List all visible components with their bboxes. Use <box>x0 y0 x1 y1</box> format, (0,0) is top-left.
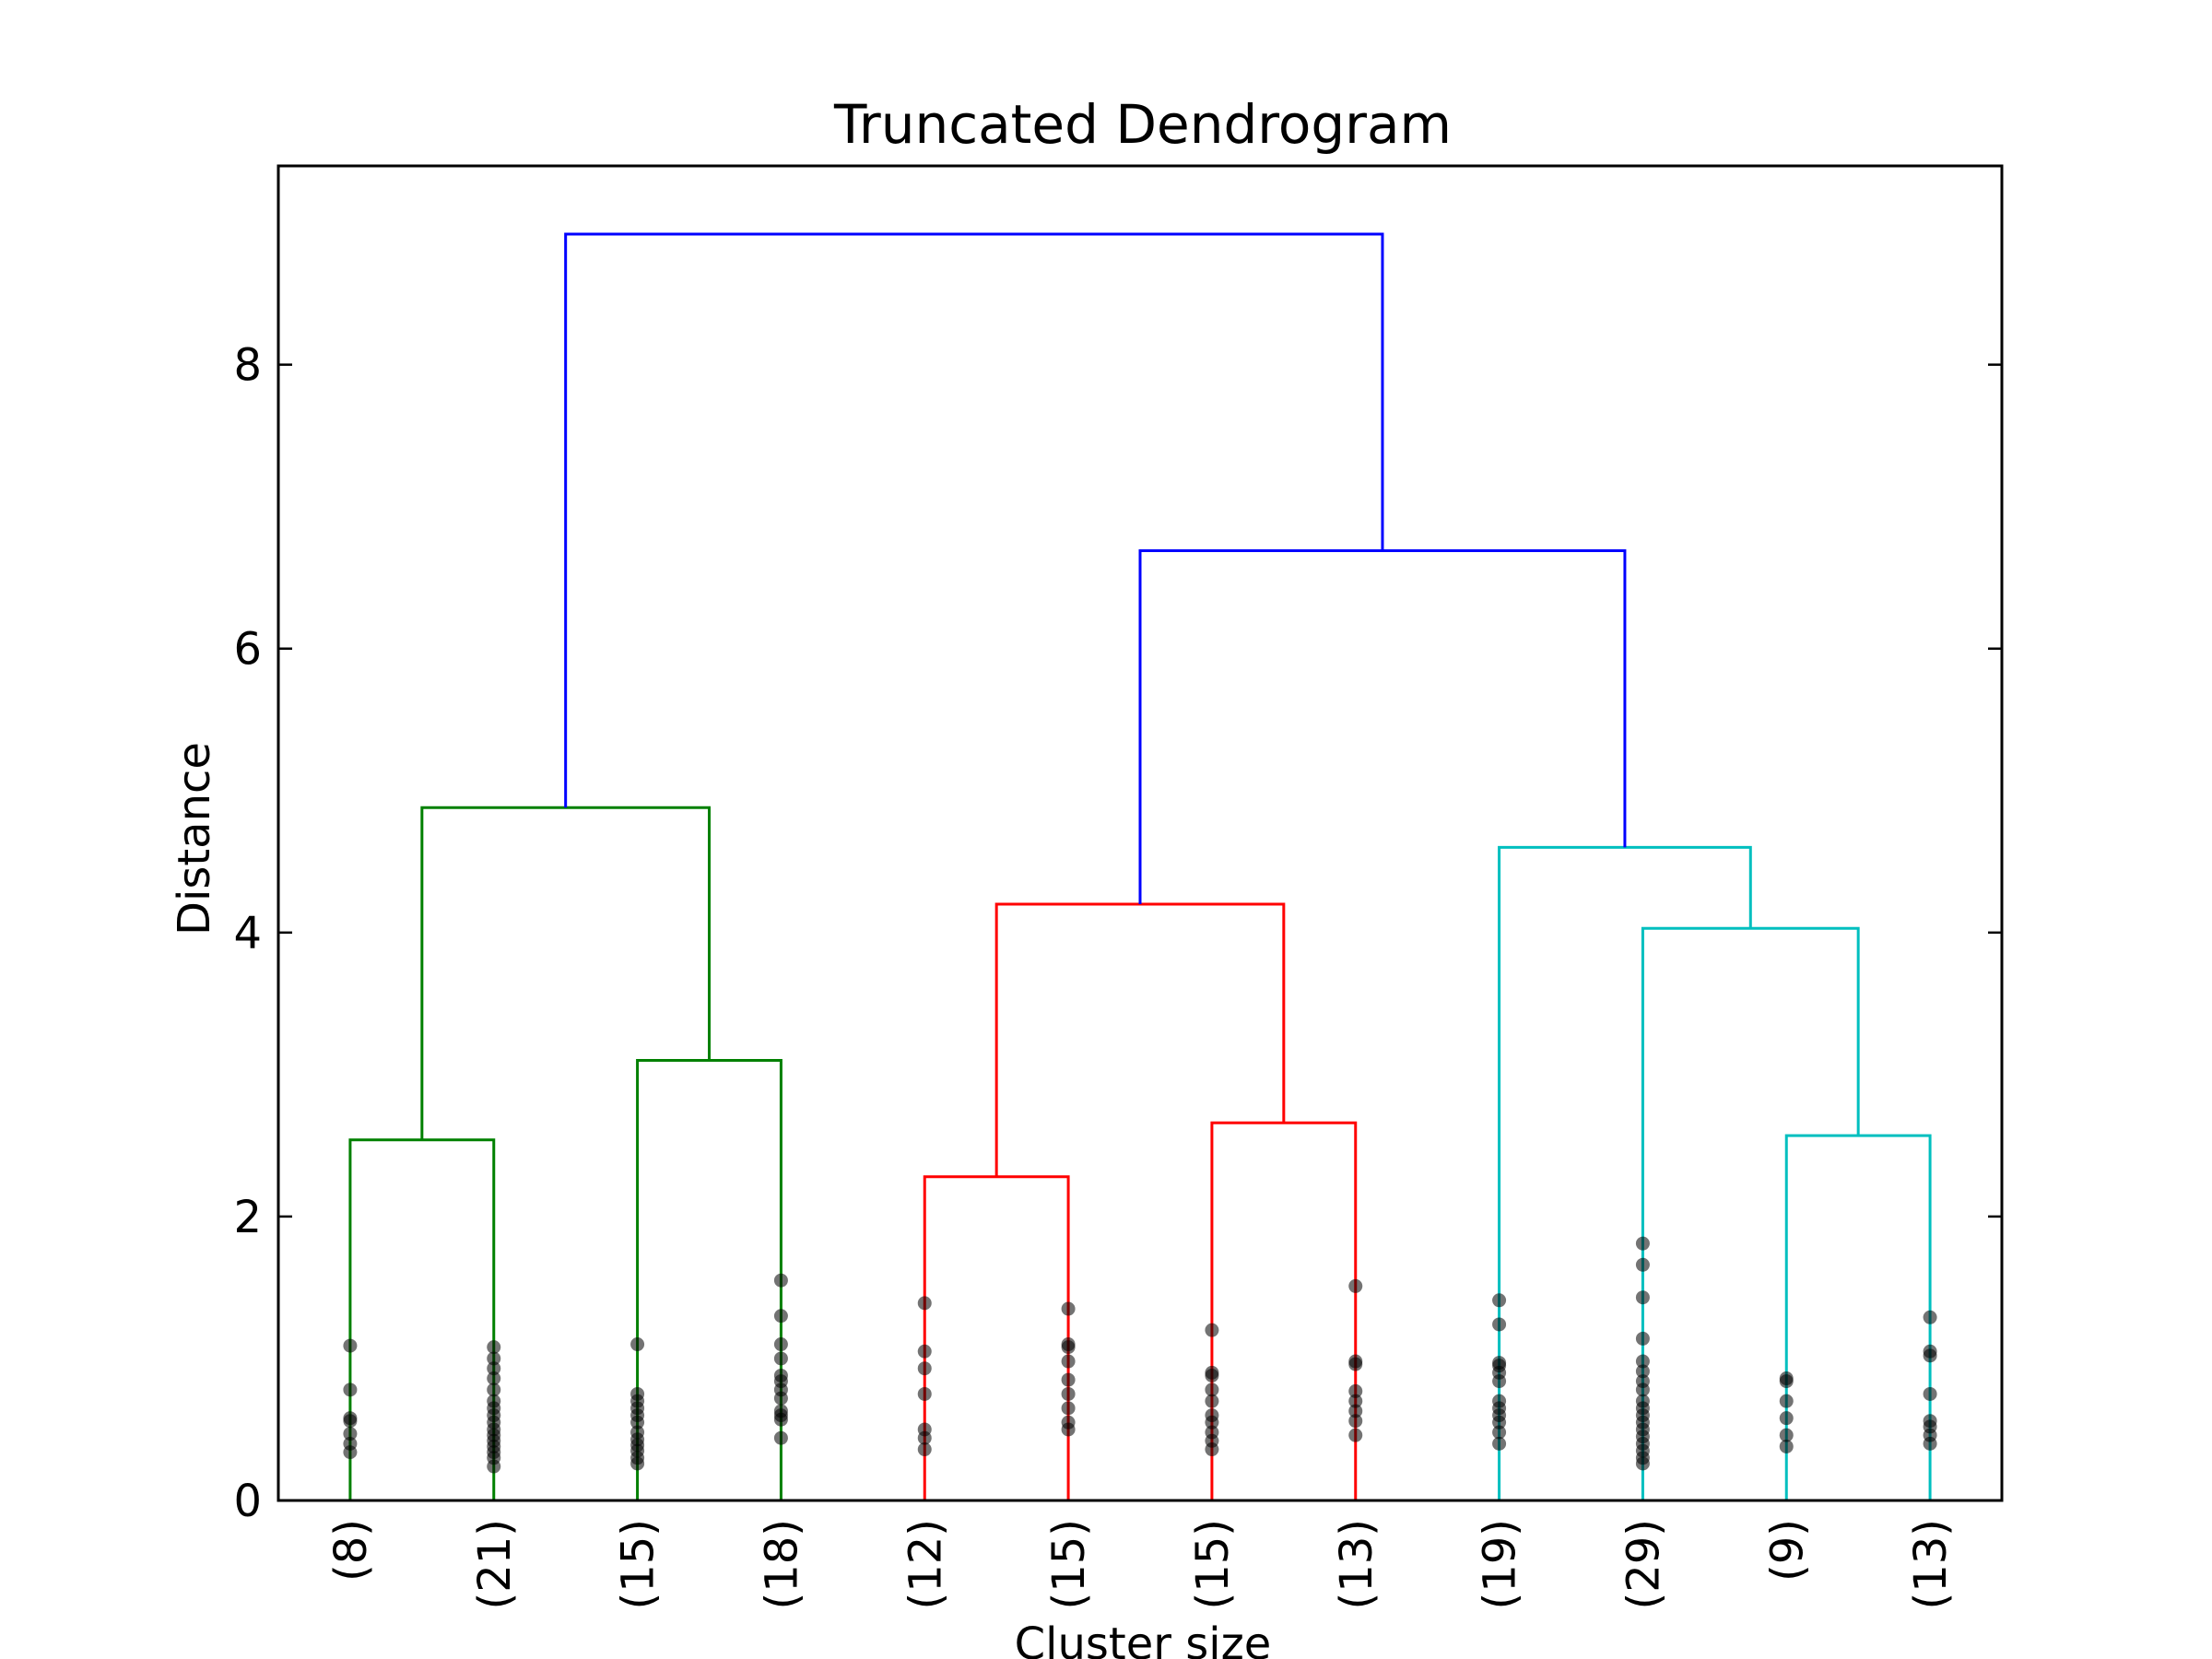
leaf-point <box>487 1340 501 1355</box>
y-tick-label: 2 <box>233 1192 262 1243</box>
x-tick-label: (9) <box>1761 1519 1813 1582</box>
y-tick-label: 8 <box>233 340 262 392</box>
leaf-point <box>1348 1383 1363 1398</box>
leaf-point <box>1492 1317 1507 1332</box>
leaf-point <box>1635 1236 1650 1251</box>
leaf-point <box>630 1425 645 1440</box>
leaf-point <box>487 1351 501 1366</box>
leaf-point <box>917 1386 932 1401</box>
leaf-point <box>1923 1386 1937 1401</box>
leaf-point <box>1348 1404 1363 1418</box>
leaf-point <box>1923 1414 1937 1429</box>
x-tick-label: (19) <box>1475 1519 1526 1610</box>
leaf-point <box>773 1430 788 1445</box>
leaf-point <box>1061 1386 1076 1401</box>
leaf-point <box>487 1382 501 1397</box>
leaf-point <box>1348 1414 1363 1429</box>
leaf-point <box>343 1382 358 1397</box>
leaf-point <box>773 1404 788 1418</box>
leaf-point <box>1779 1439 1794 1453</box>
leaf-point <box>487 1361 501 1376</box>
link-4 <box>1210 1121 1358 1500</box>
leaf-point <box>1348 1394 1363 1408</box>
plot-frame <box>276 164 2004 1502</box>
x-axis-ticks: (8) (21) (15) (18) (12) (15) (15) (13) (19) (29) (… <box>325 1519 1957 1610</box>
leaf-point <box>1492 1356 1507 1371</box>
x-tick-label: (15) <box>1043 1519 1095 1610</box>
leaf-point <box>1205 1323 1219 1337</box>
y-tick-label: 0 <box>233 1476 262 1527</box>
leaf-point <box>343 1427 358 1441</box>
leaf-point <box>343 1338 358 1353</box>
x-tick-label: (8) <box>325 1519 377 1582</box>
leaf-point <box>343 1436 358 1451</box>
leaf-point <box>1205 1382 1219 1397</box>
leaf-point <box>1923 1310 1937 1324</box>
leaf-point <box>1923 1344 1937 1359</box>
leaf-point <box>917 1361 932 1376</box>
dendrogram-links <box>348 232 1932 1500</box>
leaf-point <box>1635 1364 1650 1379</box>
leaf-point <box>1635 1354 1650 1369</box>
leaf-point <box>1492 1394 1507 1408</box>
leaf-point <box>630 1386 645 1401</box>
leaf-point <box>1492 1293 1507 1308</box>
link-10 <box>564 232 1384 808</box>
leaf-point <box>630 1337 645 1352</box>
leaf-points <box>343 1236 1937 1474</box>
leaf-point <box>1779 1394 1794 1408</box>
leaf-point <box>487 1371 501 1386</box>
leaf-point <box>917 1442 932 1457</box>
x-tick-label: (15) <box>613 1519 665 1610</box>
x-tick-label: (21) <box>469 1519 521 1610</box>
leaf-point <box>773 1368 788 1382</box>
leaf-point <box>1635 1257 1650 1272</box>
chart-title: Truncated Dendrogram <box>833 93 1452 156</box>
y-tick-label: 4 <box>233 908 262 959</box>
x-tick-label: (15) <box>1187 1519 1239 1610</box>
leaf-point <box>1205 1365 1219 1380</box>
link-7 <box>1641 926 1860 1500</box>
leaf-point <box>1061 1337 1076 1352</box>
leaf-point <box>1348 1354 1363 1369</box>
leaf-point <box>917 1422 932 1437</box>
leaf-point <box>773 1273 788 1288</box>
leaf-point <box>1205 1408 1219 1423</box>
x-tick-label: (29) <box>1618 1519 1669 1610</box>
leaf-point <box>1635 1374 1650 1389</box>
leaf-point <box>1635 1394 1650 1408</box>
y-tick-label: 6 <box>233 624 262 676</box>
x-tick-label: (18) <box>756 1519 807 1610</box>
leaf-point <box>1779 1371 1794 1386</box>
leaf-point <box>1061 1372 1076 1387</box>
leaf-point <box>1205 1394 1219 1408</box>
leaf-point <box>1061 1354 1076 1369</box>
leaf-point <box>1348 1278 1363 1293</box>
leaf-point <box>773 1351 788 1366</box>
x-axis-label: Cluster size <box>1015 1618 1272 1659</box>
leaf-point <box>1779 1411 1794 1426</box>
y-axis-label: Distance <box>169 742 220 935</box>
leaf-point <box>1635 1331 1650 1346</box>
leaf-point <box>773 1337 788 1352</box>
leaf-point <box>1492 1436 1507 1451</box>
leaf-point <box>1779 1428 1794 1442</box>
leaf-point <box>1061 1401 1076 1416</box>
leaf-point <box>1205 1425 1219 1440</box>
leaf-point <box>343 1411 358 1426</box>
leaf-point <box>917 1296 932 1311</box>
x-tick-label: (13) <box>1905 1519 1957 1610</box>
leaf-point <box>773 1309 788 1324</box>
leaf-point <box>1492 1425 1507 1440</box>
leaf-point <box>917 1344 932 1359</box>
leaf-point <box>1635 1290 1650 1305</box>
leaf-point <box>487 1394 501 1408</box>
x-tick-label: (12) <box>900 1519 951 1610</box>
leaf-point <box>1061 1301 1076 1316</box>
x-tick-label: (13) <box>1331 1519 1382 1610</box>
leaf-point <box>1061 1415 1076 1430</box>
leaf-point <box>1348 1428 1363 1442</box>
